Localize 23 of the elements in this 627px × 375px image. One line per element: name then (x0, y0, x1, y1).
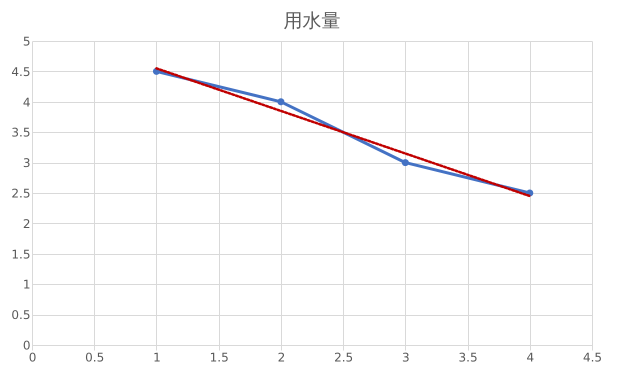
chart-title: 用水量 (284, 10, 340, 32)
x-tick-label: 2 (278, 350, 286, 364)
x-tick-label: 0.5 (85, 350, 104, 364)
y-tick-label: 4 (22, 95, 30, 110)
y-tick-label: 1 (22, 278, 30, 292)
y-tick-label: 0 (22, 338, 30, 352)
x-tick-label: 3.5 (458, 350, 478, 364)
x-tick-label: 4.5 (582, 350, 602, 364)
y-tick-label: 5 (22, 34, 30, 48)
x-tick-label: 3 (402, 350, 410, 364)
y-tick-label: 3.5 (11, 126, 30, 140)
y-tick-label: 2.5 (11, 186, 30, 200)
y-tick-label: 3 (22, 156, 30, 170)
point (402, 159, 409, 166)
x-tick-label: 1.5 (210, 350, 229, 364)
x-tick-label: 2.5 (334, 350, 354, 364)
y-tick-label: 1.5 (11, 247, 30, 262)
y-tick-label: 4.5 (11, 64, 30, 79)
x-tick-label: 4 (526, 350, 534, 364)
y-tick-label: 0.5 (11, 308, 30, 322)
point (277, 98, 284, 106)
x-tick-label: 1 (153, 350, 161, 364)
y-tick-label: 2 (22, 216, 30, 231)
